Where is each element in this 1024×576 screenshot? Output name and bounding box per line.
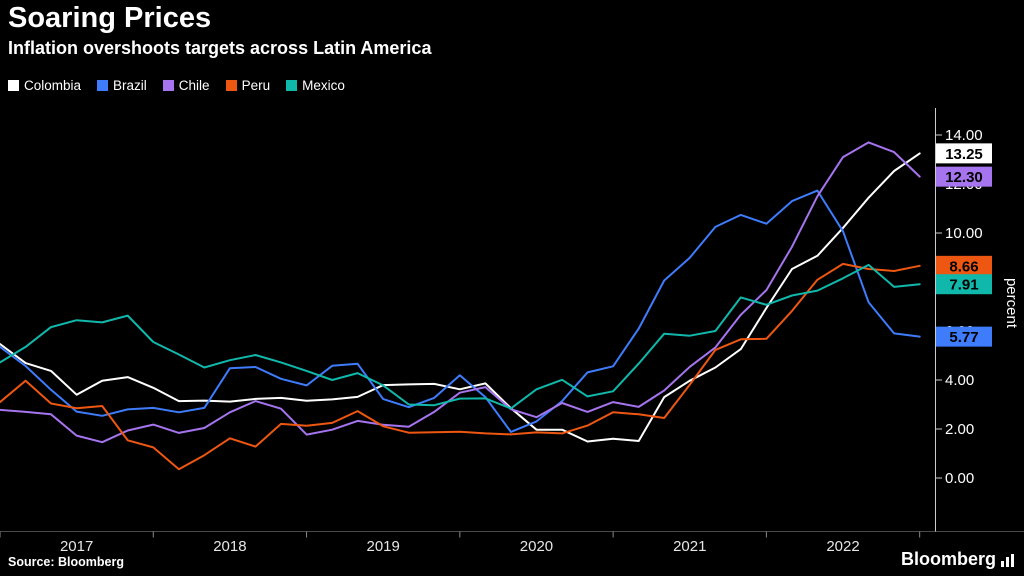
x-axis-label: 2021 bbox=[673, 538, 706, 555]
series-line-colombia bbox=[0, 152, 921, 443]
legend-label-peru: Peru bbox=[241, 78, 271, 93]
x-axis-label: 2020 bbox=[520, 538, 553, 555]
end-label-brazil: 5.77 bbox=[949, 329, 978, 346]
x-axis-label: 2019 bbox=[367, 538, 400, 555]
legend-label-brazil: Brazil bbox=[113, 78, 147, 93]
end-label-colombia: 13.25 bbox=[945, 146, 983, 163]
legend-item-peru: Peru bbox=[225, 78, 271, 93]
page-title: Soaring Prices bbox=[8, 2, 212, 34]
legend-item-mexico: Mexico bbox=[286, 78, 345, 93]
y-axis-label: 4.00 bbox=[945, 372, 974, 389]
legend: Colombia Brazil Chile Peru Mexico bbox=[8, 78, 345, 93]
legend-swatch-peru bbox=[225, 80, 237, 91]
legend-swatch-brazil bbox=[97, 80, 109, 91]
end-label-mexico: 7.91 bbox=[949, 277, 978, 294]
legend-swatch-mexico bbox=[286, 80, 298, 91]
y-axis-label: 2.00 bbox=[945, 421, 974, 438]
series-line-mexico bbox=[0, 263, 921, 410]
series-line-brazil bbox=[0, 189, 921, 433]
source-note: Source: Bloomberg bbox=[8, 555, 124, 569]
end-label-box-colombia bbox=[936, 143, 992, 164]
bloomberg-logo: Bloomberg bbox=[901, 549, 1014, 570]
series-line-peru bbox=[0, 262, 921, 471]
legend-item-chile: Chile bbox=[162, 78, 210, 93]
legend-item-colombia: Colombia bbox=[8, 78, 81, 93]
x-axis-label: 2017 bbox=[60, 538, 93, 555]
legend-swatch-chile bbox=[162, 80, 174, 91]
y-axis-title: percent bbox=[1003, 278, 1020, 329]
legend-label-chile: Chile bbox=[178, 78, 210, 93]
end-label-box-mexico bbox=[936, 274, 992, 295]
end-label-chile: 12.30 bbox=[945, 169, 983, 186]
y-axis-label: 10.00 bbox=[945, 225, 983, 242]
chart-subtitle: Inflation overshoots targets across Lati… bbox=[8, 38, 432, 58]
legend-label-mexico: Mexico bbox=[302, 78, 345, 93]
legend-item-brazil: Brazil bbox=[97, 78, 147, 93]
end-label-box-peru bbox=[936, 255, 992, 276]
legend-swatch-colombia bbox=[8, 80, 19, 91]
bloomberg-logo-chart-icon bbox=[1001, 554, 1014, 567]
series-line-chile bbox=[0, 141, 921, 444]
end-label-box-brazil bbox=[936, 326, 992, 347]
y-axis-label: 14.00 bbox=[945, 127, 983, 144]
x-axis-label: 2022 bbox=[826, 538, 859, 555]
legend-label-colombia: Colombia bbox=[24, 78, 82, 93]
x-axis-label: 2018 bbox=[213, 538, 246, 555]
end-label-peru: 8.66 bbox=[949, 258, 978, 275]
bloomberg-wordmark: Bloomberg bbox=[900, 549, 996, 569]
end-label-box-chile bbox=[936, 166, 992, 187]
y-axis-label: 0.00 bbox=[945, 470, 974, 487]
